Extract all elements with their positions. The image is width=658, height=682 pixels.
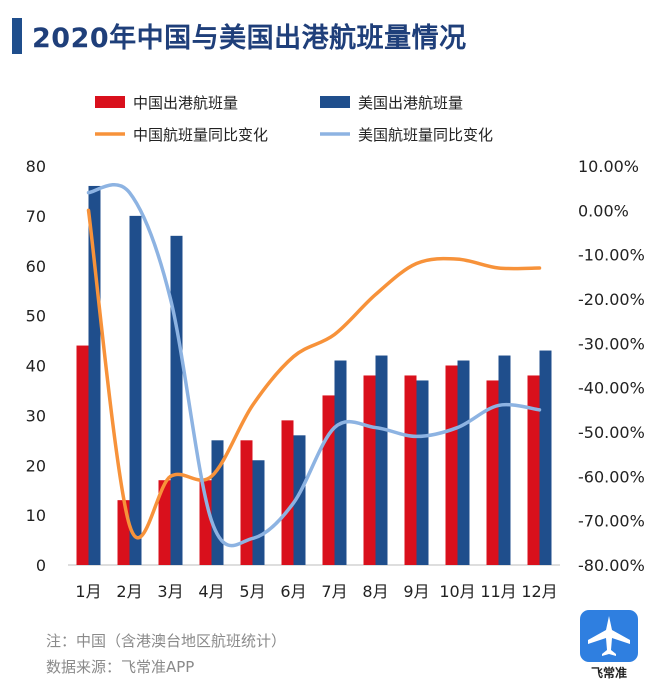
x-tick-label: 7月 [321,582,347,601]
footnote: 注：中国（含港澳台地区航班统计） [46,632,287,650]
y-right-tick-label: -10.00% [578,246,645,265]
legend-swatch [320,96,350,108]
y-right-tick-label: 0.00% [578,201,629,220]
bar-us [252,460,265,565]
y-left-tick-label: 80 [26,157,46,176]
legend-label: 中国航班量同比变化 [133,126,268,144]
bar-us [334,360,347,565]
bar-china [199,480,212,565]
logo-text: 飞常准 [590,666,627,680]
y-left-tick-label: 0 [36,556,46,575]
legend-swatch [95,96,125,108]
bar-us [498,355,511,565]
x-tick-label: 9月 [403,582,429,601]
bar-china [527,375,540,565]
x-tick-label: 6月 [280,582,306,601]
y-left-tick-label: 20 [26,456,46,475]
bar-china [445,365,458,565]
bar-china [404,375,417,565]
x-tick-label: 2月 [116,582,142,601]
y-left-tick-label: 10 [26,506,46,525]
x-tick-label: 5月 [239,582,265,601]
x-tick-label: 11月 [480,582,516,601]
bar-china [117,500,130,565]
y-right-tick-label: -50.00% [578,423,645,442]
bar-china [76,345,89,565]
bar-us [539,350,552,565]
bar-china [240,440,253,565]
x-tick-label: 12月 [521,582,557,601]
y-right-tick-label: 10.00% [578,157,639,176]
bar-us [375,355,388,565]
y-right-tick-label: -40.00% [578,379,645,398]
y-left-tick-label: 40 [26,357,46,376]
bar-china [281,420,294,565]
x-tick-label: 3月 [157,582,183,601]
bar-china [158,480,171,565]
bar-china [322,395,335,565]
bar-us [293,435,306,565]
y-left-tick-label: 70 [26,207,46,226]
airplane-icon [580,610,638,662]
y-right-tick-label: -70.00% [578,512,645,531]
bar-us [170,235,183,565]
y-left-tick-label: 50 [26,307,46,326]
legend-label: 美国出港航班量 [358,94,463,112]
bar-us [88,185,101,565]
chart: 0 10 20 30 40 50 60 70 80 -80.00% -70.00% -60.00% -5… [26,94,645,601]
x-tick-label: 10月 [439,582,475,601]
x-tick-label: 8月 [362,582,388,601]
x-tick-label: 1月 [75,582,101,601]
x-tick-label: 4月 [198,582,224,601]
legend-label: 中国出港航班量 [133,94,238,112]
bar-us [416,380,429,565]
line-us-yoy [86,183,542,548]
y-right-tick-label: -20.00% [578,290,645,309]
y-right-tick-label: -30.00% [578,334,645,353]
bar-us [457,360,470,565]
y-right-tick-label: -80.00% [578,556,645,575]
line-china-yoy [86,208,542,540]
app-logo: 飞常准 [580,610,638,680]
data-source: 数据来源：飞常准APP [46,658,195,676]
legend-label: 美国航班量同比变化 [358,126,493,144]
bar-china [363,375,376,565]
chart-title: 2020年中国与美国出港航班量情况 [32,23,467,54]
y-right-tick-label: -60.00% [578,467,645,486]
bar-us [129,215,142,565]
bar-us [211,440,224,565]
y-left-tick-label: 60 [26,257,46,276]
y-left-tick-label: 30 [26,406,46,425]
title-accent-bar [12,18,22,54]
bar-china [486,380,499,565]
